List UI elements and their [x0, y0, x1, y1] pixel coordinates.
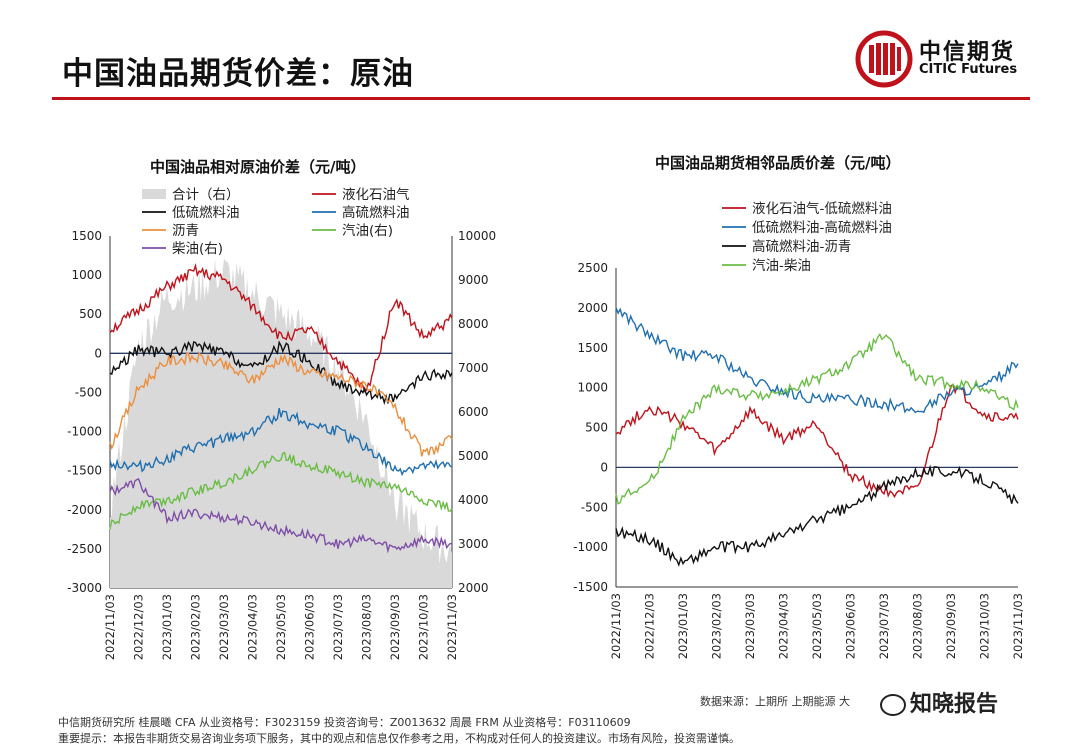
chart1-ytick-left: -2500: [67, 542, 102, 556]
legend1-label: 合计（右）: [172, 187, 240, 203]
chart1-ytick-right: 9000: [458, 273, 489, 287]
chart1-xtick-label: 2023/02/03: [189, 594, 203, 660]
series-line-2-3: [615, 332, 1019, 505]
chart2-xtick-label: 2023/03/03: [743, 593, 757, 659]
chart1-ytick-left: -500: [75, 385, 102, 399]
legend1-label: 汽油(右): [342, 223, 393, 239]
series-line-1-2: [109, 340, 453, 406]
watermark-text: 知晓报告: [910, 692, 999, 717]
series-line-2-0: [615, 383, 1019, 499]
chart1-xtick-label: 2023/09/03: [388, 594, 402, 660]
chart1-ytick-right: 5000: [458, 449, 489, 463]
company-logo: 中信期货 CITIC Futures: [855, 30, 1035, 90]
legend2-label: 液化石油气-低硫燃料油: [752, 200, 892, 217]
chart1-xtick-label: 2022/11/03: [103, 594, 117, 660]
chart1-xtick-label: 2023/07/03: [331, 594, 345, 660]
chart1-ytick-right: 10000: [458, 229, 496, 243]
chart2-xtick-label: 2023/01/03: [676, 593, 690, 659]
chart2-ytick-left: 2500: [577, 261, 608, 275]
chart1-ytick-left: -1000: [67, 425, 102, 439]
chart1-xtick-label: 2023/05/03: [274, 594, 288, 660]
legend2-label: 汽油-柴油: [752, 258, 811, 274]
series-line-1-1: [109, 263, 453, 393]
chart2-ytick-left: -1000: [573, 540, 608, 554]
chart1-xtick-label: 2023/03/03: [217, 594, 231, 660]
series-line-2-2: [615, 464, 1019, 567]
chart2-xtick-label: 2023/02/03: [710, 593, 724, 659]
chart1-xtick-label: 2023/06/03: [303, 594, 317, 660]
chart2-ytick-left: 1500: [577, 341, 608, 355]
chart1-ytick-left: 500: [79, 307, 102, 321]
chart1-ytick-right: 8000: [458, 317, 489, 331]
chart1-xtick-label: 2023/08/03: [360, 594, 374, 660]
legend1-label: 柴油(右): [172, 241, 223, 257]
series-line-1-5: [109, 451, 453, 530]
footer-authors: 中信期货研究所 桂晨曦 CFA 从业资格号：F3023159 投资咨询号：Z00…: [58, 716, 631, 729]
series-line-2-1: [615, 307, 1019, 414]
chart1-title: 中国油品相对原油价差（元/吨）: [150, 158, 366, 176]
chart1-ytick-left: -2000: [67, 503, 102, 517]
chart2-xtick-label: 2023/11/03: [1011, 593, 1025, 659]
chart1-xtick-label: 2023/11/03: [445, 594, 459, 660]
series-line-1-6: [109, 477, 453, 554]
logo-text-en: CITIC Futures: [919, 62, 1018, 77]
chart2-xtick-label: 2023/05/03: [810, 593, 824, 659]
chart1-ytick-left: -1500: [67, 464, 102, 478]
chart1-xtick-label: 2023/01/03: [160, 594, 174, 660]
chart2-title: 中国油品期货相邻品质价差（元/吨）: [655, 154, 901, 172]
chart2-xtick-label: 2022/12/03: [643, 593, 657, 659]
chart1-ytick-left: -3000: [67, 581, 102, 595]
chart2-ytick-left: 500: [585, 421, 608, 435]
title-rule: [52, 97, 1030, 100]
legend2-label: 低硫燃料油-高硫燃料油: [752, 219, 892, 236]
watermark: 知晓报告: [880, 686, 998, 718]
chart2-ytick-left: -500: [581, 500, 608, 514]
legend1-label: 液化石油气: [342, 187, 410, 203]
page-title: 中国油品期货价差：原油: [62, 56, 414, 92]
series-area-total: [110, 258, 452, 588]
data-source: 数据来源：上期所 上期能源 大: [700, 695, 850, 708]
chart1-ytick-right: 3000: [458, 537, 489, 551]
chart1-ytick-left: 1500: [71, 229, 102, 243]
series-line-1-4: [109, 351, 453, 457]
legend1-swatch: [142, 189, 166, 199]
series-line-1-3: [109, 407, 453, 477]
legend1-label: 高硫燃料油: [342, 204, 410, 221]
chart1-xtick-label: 2022/12/03: [132, 594, 146, 660]
chart2-xtick-label: 2023/06/03: [844, 593, 858, 659]
legend2-label: 高硫燃料油-沥青: [752, 238, 851, 255]
chart2-ytick-left: 2000: [577, 301, 608, 315]
footer-disclaimer: 重要提示：本报告非期货交易咨询业务项下服务，其中的观点和信息仅作参考之用，不构成…: [58, 732, 740, 745]
chart2-xtick-label: 2023/07/03: [877, 593, 891, 659]
chart1-ytick-right: 6000: [458, 405, 489, 419]
chart2-xtick-label: 2023/04/03: [777, 593, 791, 659]
chart2-ytick-left: -1500: [573, 580, 608, 594]
legend1-label: 沥青: [172, 223, 199, 239]
chart2-ytick-left: 1000: [577, 381, 608, 395]
chart1-ytick-right: 4000: [458, 493, 489, 507]
chart1-xtick-label: 2023/10/03: [417, 594, 431, 660]
legend1-label: 低硫燃料油: [172, 204, 240, 221]
chart2-xtick-label: 2022/11/03: [609, 593, 623, 659]
chart2-ytick-left: 0: [600, 460, 608, 474]
citic-logo-icon: [855, 30, 913, 88]
chart1-ytick-left: 1000: [71, 268, 102, 282]
logo-text-cn: 中信期货: [919, 40, 1016, 65]
chart2-xtick-label: 2023/09/03: [944, 593, 958, 659]
chart2-xtick-label: 2023/10/03: [978, 593, 992, 659]
wechat-icon: [880, 694, 906, 716]
chart1-ytick-right: 7000: [458, 361, 489, 375]
chart1-ytick-right: 2000: [458, 581, 489, 595]
chart1-xtick-label: 2023/04/03: [246, 594, 260, 660]
chart1-ytick-left: 0: [94, 346, 102, 360]
chart2-xtick-label: 2023/08/03: [911, 593, 925, 659]
